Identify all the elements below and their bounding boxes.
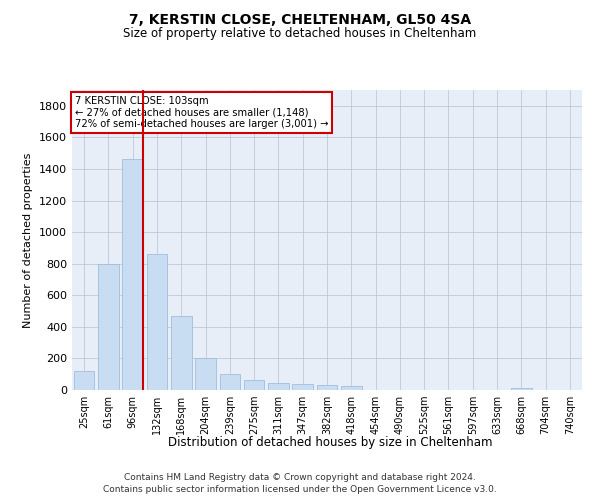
Bar — [268, 383, 289, 390]
Text: Contains HM Land Registry data © Crown copyright and database right 2024.: Contains HM Land Registry data © Crown c… — [124, 473, 476, 482]
Bar — [244, 380, 265, 390]
Text: Size of property relative to detached houses in Cheltenham: Size of property relative to detached ho… — [124, 28, 476, 40]
Bar — [146, 254, 167, 390]
Bar — [292, 384, 313, 390]
Bar — [195, 358, 216, 390]
Text: Contains public sector information licensed under the Open Government Licence v3: Contains public sector information licen… — [103, 484, 497, 494]
Bar — [317, 386, 337, 390]
Bar — [74, 371, 94, 390]
Text: Distribution of detached houses by size in Cheltenham: Distribution of detached houses by size … — [168, 436, 492, 449]
Bar — [220, 374, 240, 390]
Bar — [98, 264, 119, 390]
Bar — [341, 386, 362, 390]
Bar — [511, 388, 532, 390]
Text: 7, KERSTIN CLOSE, CHELTENHAM, GL50 4SA: 7, KERSTIN CLOSE, CHELTENHAM, GL50 4SA — [129, 12, 471, 26]
Text: 7 KERSTIN CLOSE: 103sqm
← 27% of detached houses are smaller (1,148)
72% of semi: 7 KERSTIN CLOSE: 103sqm ← 27% of detache… — [74, 96, 328, 129]
Bar — [171, 316, 191, 390]
Y-axis label: Number of detached properties: Number of detached properties — [23, 152, 34, 328]
Bar — [122, 160, 143, 390]
